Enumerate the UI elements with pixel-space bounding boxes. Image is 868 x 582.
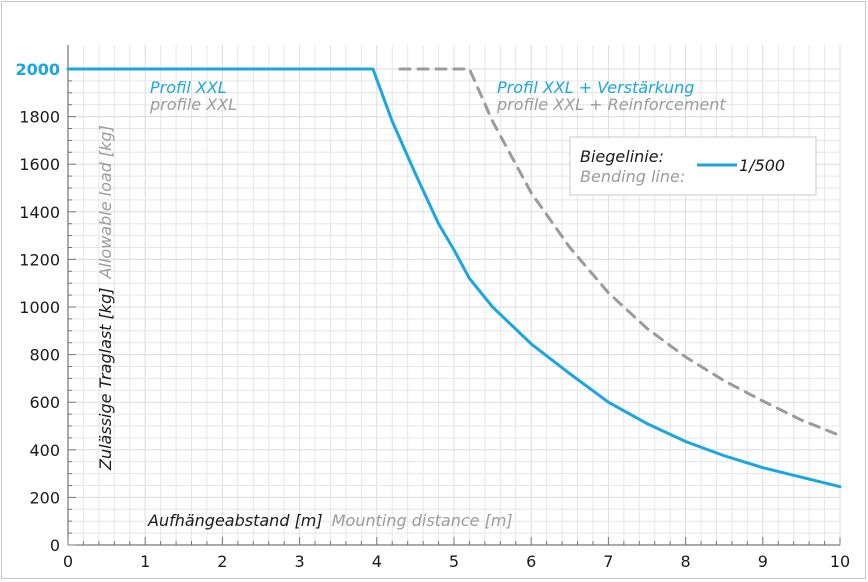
x-tick-label: 5	[449, 552, 459, 571]
x-tick-label: 7	[603, 552, 613, 571]
x-tick-label: 4	[372, 552, 382, 571]
x-axis-label: Aufhängeabstand [m] Mounting distance [m…	[147, 511, 513, 530]
x-axis-label-secondary: Mounting distance [m]	[332, 511, 513, 530]
y-tick-label: 1600	[19, 155, 60, 174]
legend: Biegelinie: Bending line: 1/500	[569, 136, 817, 196]
x-tick-label: 6	[526, 552, 536, 571]
grid	[67, 45, 841, 546]
y-tick-label: 0	[50, 536, 60, 555]
x-tick-label: 9	[758, 552, 768, 571]
x-tick-label: 0	[63, 552, 73, 571]
series-line-reinforced	[398, 67, 842, 438]
y-axis-label: Zulässige Traglast [kg] Allowable load […	[96, 125, 115, 471]
legend-title-secondary: Bending line:	[580, 167, 685, 186]
y-tick-label: 1400	[19, 203, 60, 222]
x-tick-label: 3	[295, 552, 305, 571]
axes	[67, 45, 841, 546]
x-axis-label-primary: Aufhängeabstand [m]	[147, 511, 323, 530]
y-tick-label: 1800	[19, 108, 60, 127]
legend-box	[569, 136, 817, 196]
y-tick-label: 1200	[19, 250, 60, 269]
series-lines	[66, 67, 842, 489]
tick-labels: 0 1 2 3 4 5 6 7 8 9 10 0 200 400 600 800 1000 1200 1400 160…	[15, 60, 850, 571]
series-line-profile	[66, 67, 842, 489]
series-label-profile-secondary: profile XXL	[149, 95, 237, 114]
y-tick-label: 400	[29, 441, 60, 460]
x-tick-label: 8	[681, 552, 691, 571]
series-label-reinforced-secondary: profile XXL + Reinforcement	[496, 95, 726, 114]
legend-title: Biegelinie:	[580, 147, 664, 166]
x-tick-label: 10	[830, 552, 850, 571]
y-tick-label: 200	[29, 488, 60, 507]
series-label-profile: Profil XXL	[150, 78, 227, 97]
y-axis-label-secondary: Allowable load [kg]	[96, 125, 115, 279]
series-label-reinforced: Profil XXL + Verstärkung	[497, 78, 694, 97]
y-axis-label-primary: Zulässige Traglast [kg]	[96, 288, 115, 471]
y-tick-label: 1000	[19, 298, 60, 317]
y-tick-label: 800	[29, 346, 60, 365]
y-tick-label: 2000	[15, 60, 60, 79]
y-tick-label: 600	[29, 393, 60, 412]
x-tick-label: 2	[217, 552, 227, 571]
x-tick-label: 1	[140, 552, 150, 571]
legend-entry: 1/500	[739, 156, 785, 175]
